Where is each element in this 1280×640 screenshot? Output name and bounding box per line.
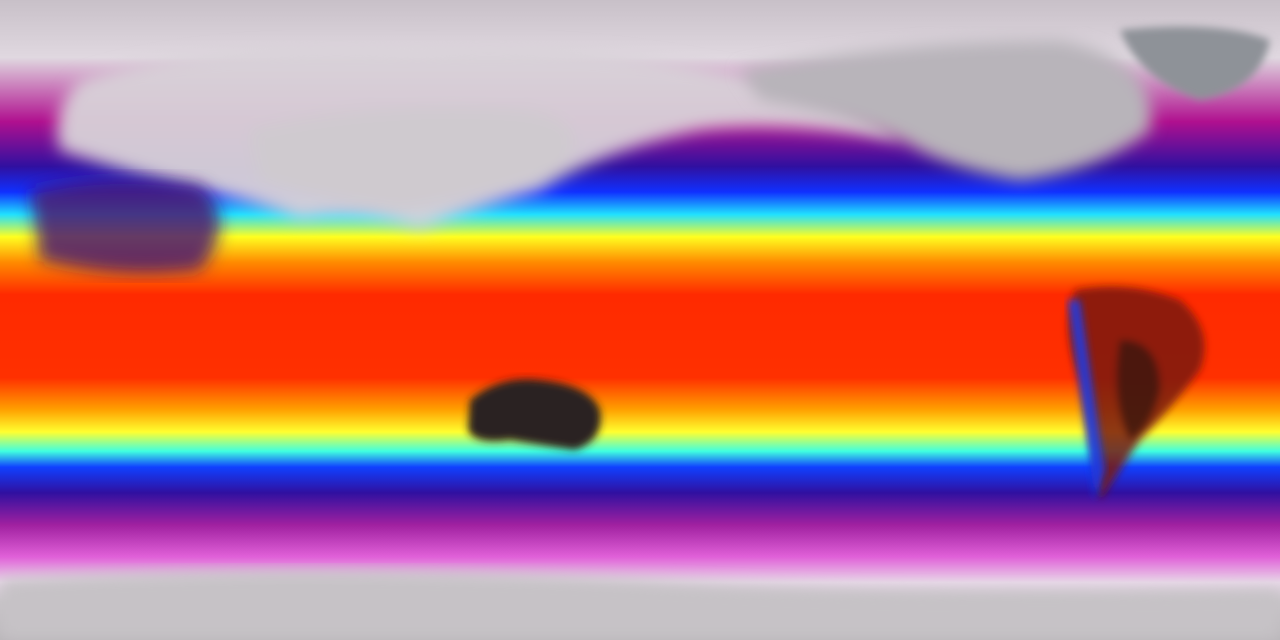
eurasia-landmass bbox=[57, 47, 900, 230]
sahara-region bbox=[30, 178, 220, 274]
south-america-landmass bbox=[1068, 286, 1205, 500]
greenland-landmass bbox=[1120, 26, 1270, 101]
australia-landmass bbox=[468, 379, 601, 450]
north-america-landmass bbox=[740, 40, 1151, 180]
andes-ridge bbox=[1068, 300, 1105, 500]
antarctica-landmass bbox=[0, 570, 1280, 640]
